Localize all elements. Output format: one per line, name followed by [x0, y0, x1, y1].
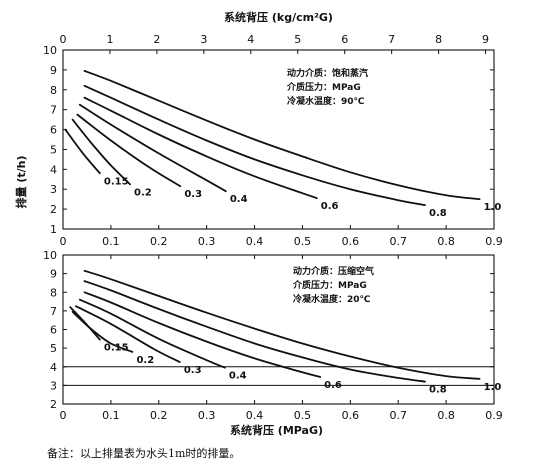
chart1-y-tick-label: 5 [50, 143, 57, 156]
chart2-y-tick-label: 3 [50, 379, 57, 392]
chart1-legend-line: 动力介质：饱和蒸汽 [287, 67, 368, 79]
chart1-top-tick-label: 2 [153, 33, 160, 46]
chart1-curve-0-2 [71, 118, 131, 186]
chart1-x-tick-label: 0.2 [150, 235, 168, 248]
chart1-x-tick-label: 0.8 [437, 235, 455, 248]
chart2-curve-label-0-3: 0.3 [184, 365, 202, 376]
chart1-x-tick-label: 0.1 [102, 235, 120, 248]
chart2-curve-0-3 [75, 305, 181, 363]
chart2-curve-label-0-2: 0.2 [136, 355, 154, 366]
chart2-legend-line: 冷凝水温度：20℃ [293, 293, 371, 305]
chart2-curve-label-0-4: 0.4 [229, 371, 247, 382]
chart1-legend-line: 介质压力：MPaG [286, 81, 361, 93]
chart2-curve-0-15 [69, 306, 101, 341]
chart2-y-tick-label: 5 [50, 342, 57, 355]
chart2-legend-line: 动力介质：压缩空气 [293, 265, 374, 277]
y-axis-title: 排量 (t/h) [14, 156, 28, 209]
chart2-y-tick-label: 8 [50, 286, 57, 299]
footnote: 备注：以上排量表为水头1m时的排量。 [47, 446, 240, 460]
chart1-y-tick-label: 10 [43, 44, 57, 57]
chart1-curve-label-0-2: 0.2 [134, 187, 152, 198]
chart1-x-tick-label: 0.5 [294, 235, 312, 248]
chart1-top-tick-label: 9 [482, 33, 489, 46]
chart1-x-tick-label: 0.9 [485, 235, 503, 248]
chart1-top-tick-label: 0 [60, 33, 67, 46]
chart1-y-tick-label: 9 [50, 64, 57, 77]
chart1-legend-line: 冷凝水温度：90℃ [287, 95, 365, 107]
chart2-curve-0-8 [83, 280, 426, 383]
chart1-curve-label-0-4: 0.4 [230, 194, 248, 205]
chart1-top-tick-label: 5 [294, 33, 301, 46]
chart1-curve-1-0 [83, 70, 481, 201]
chart1-x-tick-label: 0 [60, 235, 67, 248]
chart1-curve-label-1-0: 1.0 [484, 202, 502, 213]
chart2-legend-background [286, 260, 414, 308]
chart2-x-tick-label: 0.1 [102, 409, 120, 422]
chart2-x-tick-label: 0.5 [294, 409, 312, 422]
chart2-x-tick-label: 0.4 [246, 409, 264, 422]
chart1-y-tick-label: 3 [50, 183, 57, 196]
chart1-curve-0-15 [64, 128, 101, 175]
chart1-curve-label-0-6: 0.6 [321, 201, 339, 212]
chart2-curve-0-4 [78, 298, 226, 369]
chart1-top-tick-label: 3 [200, 33, 207, 46]
chart1-x-tick-label: 0.4 [246, 235, 264, 248]
chart2-curve-label-1-0: 1.0 [484, 382, 502, 393]
chart1-curve-label-0-8: 0.8 [429, 208, 447, 219]
chart2-y-tick-label: 2 [50, 398, 57, 411]
chart2-x-tick-label: 0.3 [198, 409, 216, 422]
chart1-y-tick-label: 6 [50, 124, 57, 137]
chart2-x-tick-label: 0.6 [342, 409, 360, 422]
chart1-y-tick-label: 2 [50, 203, 57, 216]
chart2-x-tick-label: 0 [60, 409, 67, 422]
chart1-curve-label-0-3: 0.3 [184, 189, 202, 200]
chart2: 2 3 4 5 6 7 8 9 10 0 0.1 0.2 0.3 0.4 0.5 0.6 0.7 0.8 0.9 系统… [43, 249, 503, 437]
chart1-plot-frame [62, 49, 495, 230]
chart2-curve-label-0-8: 0.8 [429, 385, 447, 396]
x-axis-title: 系统背压 (MPaG) [230, 423, 323, 437]
chart2-y-tick-label: 7 [50, 305, 57, 318]
chart2-curve-label-0-15: 0.15 [104, 343, 129, 354]
chart2-x-tick-label: 0.8 [437, 409, 455, 422]
chart2-plot-frame [62, 254, 495, 405]
chart1-top-tick-label: 8 [435, 33, 442, 46]
chart2-curve-0-6 [83, 291, 322, 378]
chart2-y-tick-label: 4 [50, 361, 57, 374]
chart2-y-tick-label: 9 [50, 268, 57, 281]
chart2-x-tick-label: 0.2 [150, 409, 168, 422]
chart1-curve-0-4 [78, 103, 227, 193]
chart1-top-tick-label: 4 [247, 33, 254, 46]
chart1-y-tick-label: 8 [50, 84, 57, 97]
chart2-curve-1-0 [83, 269, 481, 380]
chart1-x-tick-label: 0.6 [342, 235, 360, 248]
chart1-x-tick-label: 0.3 [198, 235, 216, 248]
top-axis-title: 系统背压 (kg/cm²G) [224, 10, 333, 24]
chart1-top-tick-label: 1 [106, 33, 113, 46]
chart2-y-tick-label: 10 [43, 249, 57, 262]
chart1-curve-0-6 [83, 96, 318, 200]
chart2-x-tick-label: 0.9 [485, 409, 503, 422]
chart2-curve-label-0-6: 0.6 [324, 380, 342, 391]
chart1-x-tick-label: 0.7 [389, 235, 407, 248]
chart1-top-tick-label: 6 [341, 33, 348, 46]
chart1-y-tick-label: 1 [50, 223, 57, 236]
chart1-curve-0-3 [76, 113, 182, 188]
chart2-x-tick-label: 0.7 [389, 409, 407, 422]
chart2-legend-line: 介质压力：MPaG [292, 279, 367, 291]
chart2-y-tick-label: 6 [50, 324, 57, 337]
chart1-top-tick-label: 7 [388, 33, 395, 46]
chart1-y-tick-label: 7 [50, 104, 57, 117]
chart1-y-tick-label: 4 [50, 163, 57, 176]
chart2-curve-0-2 [71, 310, 134, 353]
chart1-curve-0-8 [83, 84, 426, 206]
chart1-curve-label-0-15: 0.15 [104, 176, 129, 187]
chart1-legend-background [280, 62, 414, 112]
